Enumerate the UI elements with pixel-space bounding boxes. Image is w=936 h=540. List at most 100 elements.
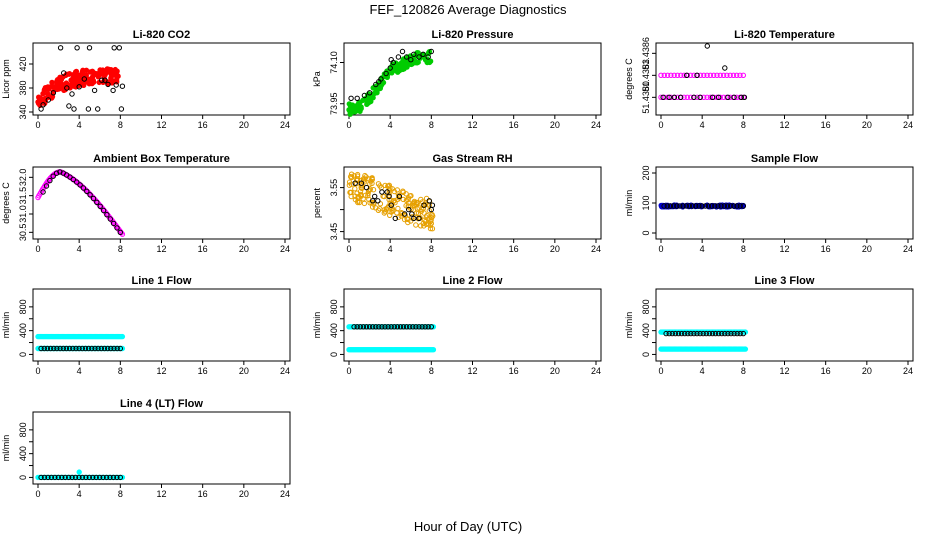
data-point — [47, 345, 54, 352]
data-point — [712, 330, 719, 337]
data-point — [352, 180, 358, 186]
x-tick-label: 24 — [903, 366, 913, 376]
data-point — [721, 203, 727, 209]
data-point — [91, 79, 97, 85]
x-tick-label: 0 — [35, 489, 40, 499]
data-point — [694, 330, 700, 337]
data-point — [718, 203, 724, 209]
data-point — [420, 51, 426, 57]
panel-title: Li-820 Temperature — [734, 29, 835, 41]
x-tick-label: 20 — [239, 489, 249, 499]
data-point — [110, 474, 117, 481]
data-point — [738, 94, 744, 101]
data-point — [50, 84, 56, 90]
panel-title: Sample Flow — [751, 153, 819, 165]
data-point — [658, 72, 664, 79]
x-tick-label: 0 — [658, 244, 663, 254]
data-point — [82, 345, 89, 352]
data-point — [76, 84, 82, 90]
data-point — [72, 474, 79, 481]
y-tick-label: 31.0 — [18, 205, 28, 223]
data-point — [382, 209, 388, 215]
y-tick-label: 73.95 — [329, 92, 339, 115]
data-point — [366, 324, 373, 330]
data-point — [80, 185, 87, 191]
data-point — [708, 203, 715, 209]
x-tick-label: 12 — [467, 244, 477, 254]
data-point — [84, 188, 90, 195]
data-point — [375, 198, 381, 204]
data-point — [95, 106, 101, 112]
data-point — [61, 70, 67, 76]
data-point — [69, 91, 75, 97]
plot-frame — [655, 166, 914, 240]
y-tick-label: 400 — [329, 323, 339, 338]
data-point — [427, 225, 434, 232]
data-point — [731, 94, 737, 101]
panel-6: Line 1 Flow 0 4 8 12 16 20 24 0 400 800 ml/min — [1, 275, 291, 376]
x-tick-label: 20 — [239, 244, 249, 254]
x-tick-label: 24 — [280, 244, 290, 254]
panel-1: Li-820 Pressure 0 4 8 12 16 20 24 73.95 74.10 kPa — [312, 29, 602, 130]
data-point — [667, 203, 674, 209]
series-fill — [35, 66, 121, 109]
data-point — [396, 193, 403, 200]
data-point — [416, 324, 422, 330]
data-point — [117, 229, 124, 236]
data-point — [394, 324, 401, 330]
data-point — [421, 210, 427, 216]
x-tick-label: 12 — [156, 489, 166, 499]
x-tick-label: 0 — [346, 244, 351, 254]
data-point — [428, 324, 434, 330]
series-sample — [38, 474, 124, 481]
data-point — [49, 79, 55, 86]
y-tick-label: 3.55 — [329, 179, 339, 197]
data-point — [725, 94, 731, 101]
data-point — [76, 474, 82, 481]
data-point — [728, 203, 734, 209]
data-point — [119, 333, 126, 340]
panel-title: Li-820 Pressure — [432, 29, 514, 41]
y-tick-label: 3.45 — [329, 223, 339, 241]
data-point — [430, 347, 437, 353]
x-tick-label: 4 — [700, 120, 705, 130]
data-point — [682, 330, 688, 337]
data-point — [356, 107, 362, 113]
data-point — [409, 211, 415, 217]
panel-title: Line 3 Flow — [755, 275, 815, 287]
figure-title: FEF_120826 Average Diagnostics — [369, 2, 567, 17]
panel-5: Sample Flow 0 4 8 12 16 20 24 0 100 200 ml/min — [624, 153, 914, 254]
panel-title: Line 2 Flow — [443, 275, 503, 287]
data-point — [111, 45, 117, 51]
x-tick-label: 24 — [903, 244, 913, 254]
x-tick-label: 16 — [821, 244, 831, 254]
data-point — [81, 76, 88, 82]
data-point — [97, 474, 103, 481]
x-tick-label: 12 — [156, 366, 166, 376]
plot-frame — [32, 411, 291, 485]
data-point — [79, 345, 86, 352]
data-point — [396, 193, 402, 199]
data-point — [425, 324, 431, 330]
data-point — [421, 202, 427, 208]
data-point — [714, 72, 720, 79]
data-point — [429, 202, 436, 208]
data-point — [40, 91, 46, 97]
data-point — [722, 65, 728, 71]
x-tick-label: 8 — [118, 120, 123, 130]
data-point — [691, 330, 697, 337]
x-tick-label: 16 — [198, 366, 208, 376]
data-point — [734, 203, 740, 209]
y-tick-label: 0 — [329, 352, 339, 357]
x-tick-label: 20 — [550, 366, 560, 376]
x-tick-label: 16 — [198, 244, 208, 254]
data-point — [368, 98, 374, 105]
data-point — [407, 324, 413, 330]
y-tick-label: 400 — [18, 323, 28, 338]
data-point — [395, 69, 401, 75]
data-point — [408, 218, 414, 224]
y-tick-label: 420 — [18, 56, 28, 71]
y-axis-label: ml/min — [624, 190, 634, 217]
x-tick-label: 8 — [741, 120, 746, 130]
y-axis-label: ml/min — [624, 312, 634, 339]
